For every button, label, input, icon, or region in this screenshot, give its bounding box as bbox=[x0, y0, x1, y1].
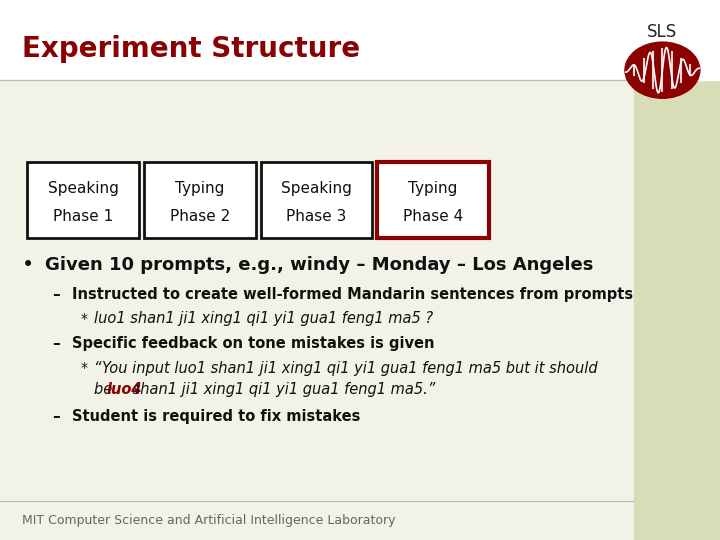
Text: MIT Computer Science and Artificial Intelligence Laboratory: MIT Computer Science and Artificial Inte… bbox=[22, 514, 395, 526]
Text: “You input luo1 shan1 ji1 xing1 qi1 yi1 gua1 feng1 ma5 but it should: “You input luo1 shan1 ji1 xing1 qi1 yi1 … bbox=[94, 361, 597, 376]
Text: Typing: Typing bbox=[175, 181, 225, 196]
Text: *: * bbox=[81, 361, 88, 375]
Text: –: – bbox=[52, 287, 60, 302]
Text: shan1 ji1 xing1 qi1 yi1 gua1 feng1 ma5.”: shan1 ji1 xing1 qi1 yi1 gua1 feng1 ma5.” bbox=[128, 382, 436, 397]
Text: –: – bbox=[52, 336, 60, 352]
Text: Given 10 prompts, e.g., windy – Monday – Los Angeles: Given 10 prompts, e.g., windy – Monday –… bbox=[45, 255, 593, 274]
Text: luo4: luo4 bbox=[107, 382, 142, 397]
Text: Phase 2: Phase 2 bbox=[170, 209, 230, 224]
Text: •: • bbox=[22, 254, 34, 275]
Text: Typing: Typing bbox=[408, 181, 458, 196]
FancyBboxPatch shape bbox=[261, 162, 372, 238]
FancyBboxPatch shape bbox=[144, 162, 256, 238]
Text: Phase 1: Phase 1 bbox=[53, 209, 113, 224]
Text: *: * bbox=[81, 312, 88, 326]
Text: Instructed to create well-formed Mandarin sentences from prompts: Instructed to create well-formed Mandari… bbox=[72, 287, 633, 302]
Text: be: be bbox=[94, 382, 117, 397]
Text: Student is required to fix mistakes: Student is required to fix mistakes bbox=[72, 409, 361, 424]
Text: Phase 3: Phase 3 bbox=[287, 209, 346, 224]
Text: Specific feedback on tone mistakes is given: Specific feedback on tone mistakes is gi… bbox=[72, 336, 434, 352]
Text: Speaking: Speaking bbox=[281, 181, 352, 196]
Text: SLS: SLS bbox=[647, 23, 678, 42]
Text: Phase 4: Phase 4 bbox=[403, 209, 463, 224]
Text: Experiment Structure: Experiment Structure bbox=[22, 35, 360, 63]
FancyBboxPatch shape bbox=[27, 162, 139, 238]
Text: –: – bbox=[52, 409, 60, 424]
Text: luo1 shan1 ji1 xing1 qi1 yi1 gua1 feng1 ma5 ?: luo1 shan1 ji1 xing1 qi1 yi1 gua1 feng1 … bbox=[94, 311, 433, 326]
FancyBboxPatch shape bbox=[377, 162, 489, 238]
Text: Speaking: Speaking bbox=[48, 181, 119, 196]
